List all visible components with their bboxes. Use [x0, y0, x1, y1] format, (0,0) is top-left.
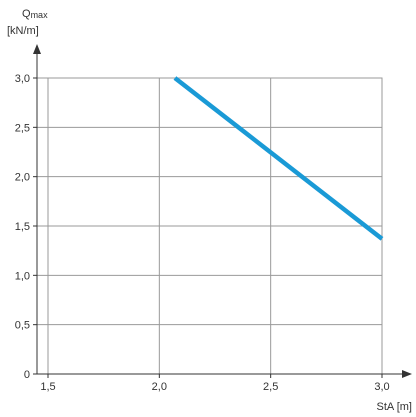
y-axis-label-main: Qmax [22, 8, 48, 20]
y-tick-label: 0,5 [15, 320, 30, 332]
x-axis-label: StA [m] [377, 401, 412, 413]
y-axis-label-sub: max [31, 10, 49, 20]
series-line [173, 76, 384, 241]
ticks: 0 0,5 1,0 1,5 2,0 2,5 3,0 1,5 2,0 2,5 3,0 [15, 73, 390, 393]
x-tick-label: 2,5 [263, 381, 278, 393]
series [173, 76, 384, 241]
y-tick-label: 1,0 [15, 270, 30, 282]
y-tick-label: 3,0 [15, 73, 30, 85]
x-axis-arrow-icon [402, 370, 412, 378]
y-tick-label: 0 [24, 369, 30, 381]
y-axis-arrow-icon [33, 44, 41, 54]
y-axis-label-unit: [kN/m] [7, 25, 39, 37]
x-tick-label: 1,5 [40, 381, 55, 393]
x-tick-label: 2,0 [152, 381, 167, 393]
axes [33, 44, 412, 378]
grid [37, 77, 383, 375]
y-tick-label: 2,0 [15, 172, 30, 184]
y-tick-label: 2,5 [15, 122, 30, 134]
y-tick-label: 1,5 [15, 221, 30, 233]
x-tick-label: 3,0 [374, 381, 389, 393]
